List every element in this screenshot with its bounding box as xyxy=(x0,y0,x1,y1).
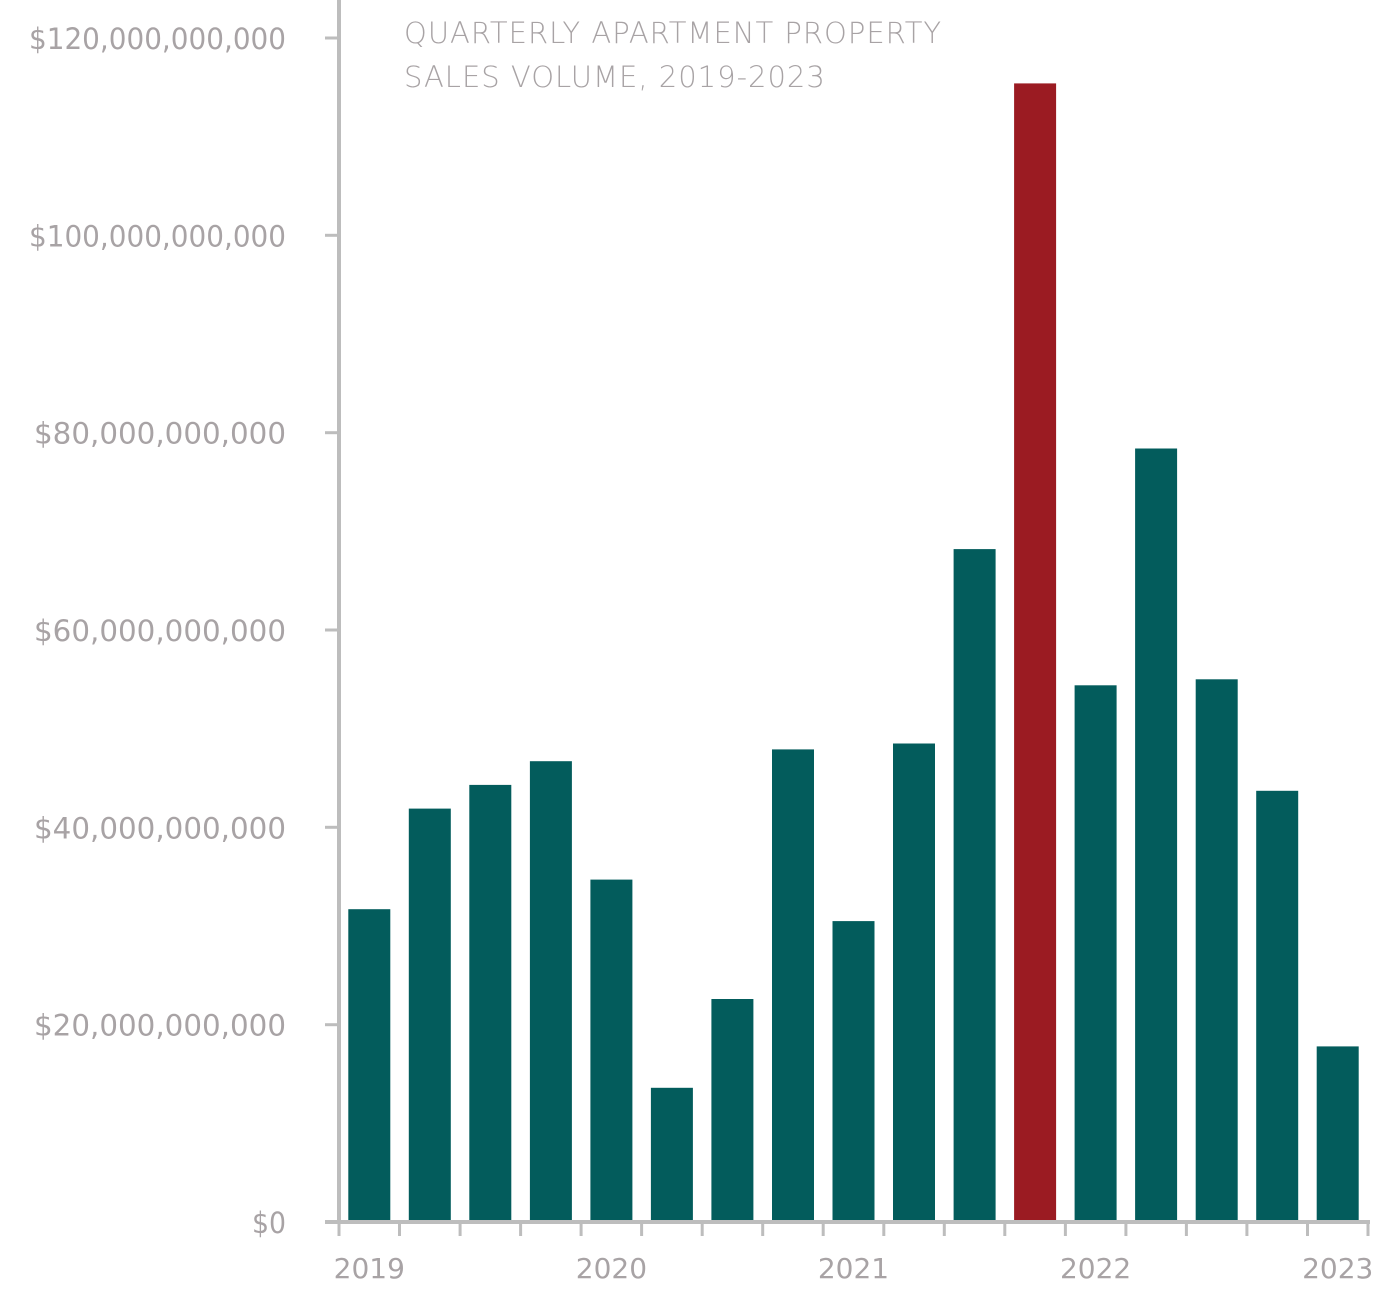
x-tick-label-2019: 2019 xyxy=(334,1252,405,1285)
y-tick-label: $100,000,000,000 xyxy=(29,219,286,253)
bar-2021-q2 xyxy=(893,743,935,1222)
x-tick-label-2022: 2022 xyxy=(1060,1252,1131,1285)
bar-2020-q2 xyxy=(650,1087,693,1222)
y-ticks-group: $0 $20,000,000,000 $40,000,000,000 $60,000,… xyxy=(29,22,339,1240)
y-tick-label: $20,000,000,000 xyxy=(34,1009,286,1043)
bars-group xyxy=(348,83,1359,1222)
chart-title-line-1: QUARTERLY APARTMENT PROPERTY xyxy=(404,16,943,50)
bar-2020-q1 xyxy=(590,879,633,1222)
x-ticks-group: 2019 2020 2021 2022 2023 xyxy=(334,1222,1373,1285)
bar-2019-q2 xyxy=(408,808,451,1222)
bar-2022-q2 xyxy=(1135,448,1178,1222)
bar-2023-q1 xyxy=(1316,1046,1359,1222)
bar-2020-q3 xyxy=(711,999,754,1222)
chart-title-line-2: SALES VOLUME, 2019-2023 xyxy=(404,60,826,94)
x-tick-label-2021: 2021 xyxy=(818,1252,889,1285)
bar-2019-q1 xyxy=(348,909,391,1222)
bar-2022-q4 xyxy=(1256,790,1299,1222)
bar-2021-q3 xyxy=(953,549,996,1222)
bar-2020-q4 xyxy=(772,749,814,1222)
axes-group xyxy=(325,0,1370,1224)
bar-2022-q3 xyxy=(1195,679,1238,1222)
y-tick-label: $40,000,000,000 xyxy=(34,811,286,845)
bar-2021-q4 xyxy=(1014,83,1057,1222)
y-tick-label: $0 xyxy=(252,1206,286,1240)
bar-2019-q4 xyxy=(529,761,572,1222)
x-tick-label-2023: 2023 xyxy=(1302,1252,1373,1285)
bar-2021-q1 xyxy=(832,921,875,1222)
bar-2019-q3 xyxy=(469,784,512,1222)
y-tick-label: $60,000,000,000 xyxy=(34,614,286,648)
y-tick-label: $80,000,000,000 xyxy=(34,417,286,451)
bar-2022-q1 xyxy=(1074,685,1117,1222)
x-tick-label-2020: 2020 xyxy=(576,1252,647,1285)
y-tick-label: $120,000,000,000 xyxy=(29,22,286,56)
